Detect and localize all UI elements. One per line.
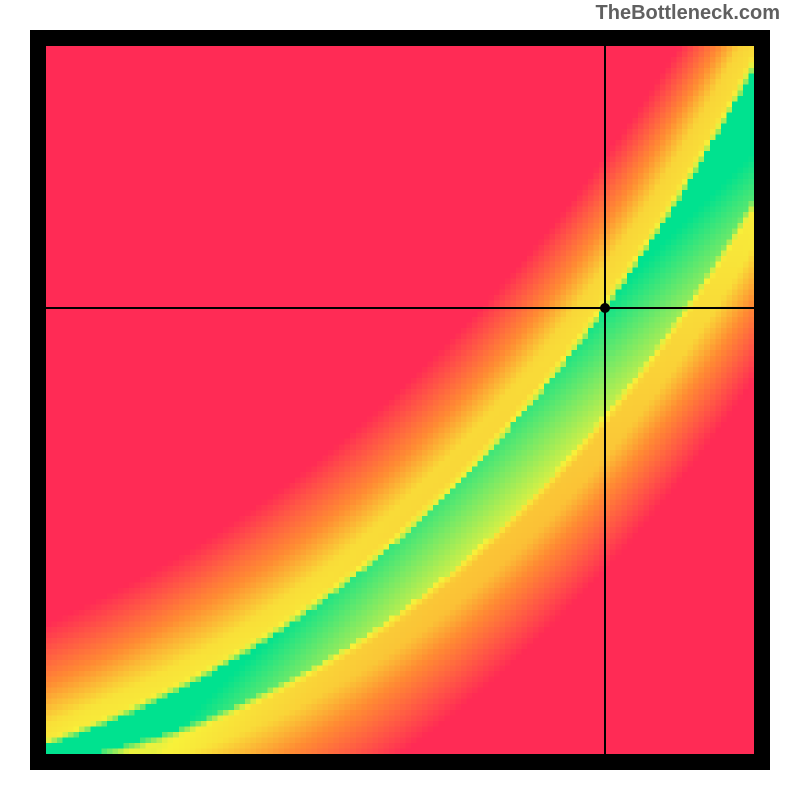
crosshair-marker	[600, 303, 610, 313]
crosshair-horizontal	[46, 307, 754, 309]
chart-container: TheBottleneck.com	[0, 0, 800, 800]
heatmap-canvas	[46, 46, 754, 754]
crosshair-vertical	[604, 46, 606, 754]
watermark-label: TheBottleneck.com	[596, 2, 780, 25]
